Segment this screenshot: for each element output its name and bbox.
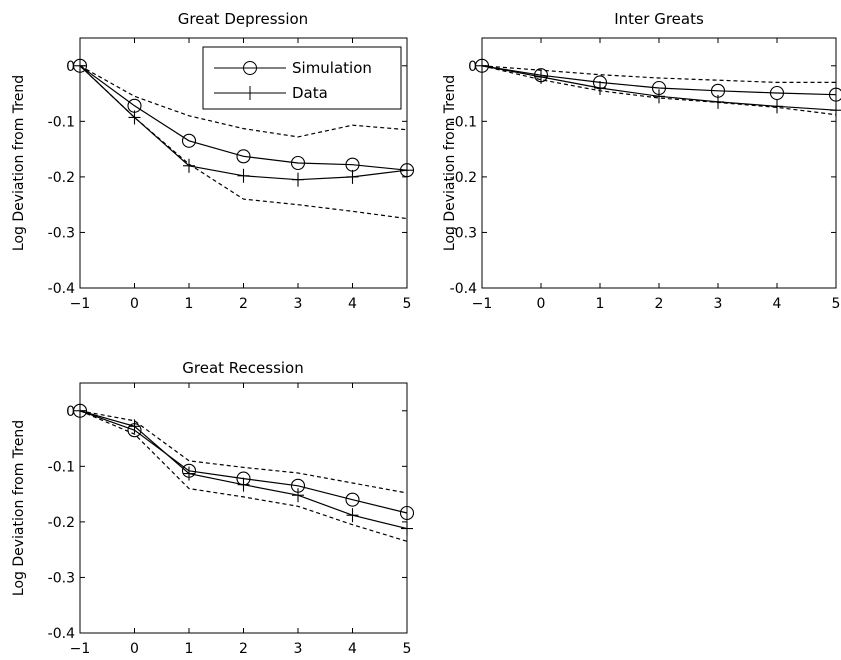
x-tick-label: 3 <box>294 641 303 657</box>
axes-frame <box>79 382 408 634</box>
point-simulation <box>828 87 841 102</box>
ticks: −1 0 1 2 3 4 5 0 -0.1 -0.2 -0.3 -0.4 <box>450 38 841 312</box>
legend-marker-simulation <box>243 61 257 75</box>
y-tick-label: 0 <box>468 59 477 75</box>
point-data <box>292 488 304 503</box>
point-data <box>183 466 195 481</box>
point-data <box>830 103 841 118</box>
point-data <box>653 89 665 104</box>
y-tick-label: -0.1 <box>48 459 75 475</box>
x-tick-label: 1 <box>185 296 194 312</box>
x-tick-label: 0 <box>130 296 139 312</box>
point-data <box>346 169 359 184</box>
x-tick-label: 2 <box>655 296 664 312</box>
series-layer <box>474 58 841 118</box>
point-data <box>401 521 413 536</box>
legend-box <box>202 46 402 110</box>
y-axis-label: Log Deviation from Trend <box>442 75 458 251</box>
point-data <box>128 110 141 125</box>
y-axis-label: Log Deviation from Trend <box>11 420 27 596</box>
x-tick-label: 2 <box>239 641 248 657</box>
y-tick-label: -0.4 <box>450 281 477 297</box>
x-tick-label: 1 <box>185 641 194 657</box>
legend-label-data: Data <box>292 84 328 102</box>
y-tick-label: -0.4 <box>48 626 75 642</box>
x-tick-label: 4 <box>348 296 357 312</box>
x-tick-label: 4 <box>773 296 782 312</box>
point-data <box>237 477 250 492</box>
series-line-band-2 <box>481 65 836 84</box>
point-data <box>128 419 141 434</box>
point-data <box>535 69 547 84</box>
chart-title: Great Depression <box>178 10 308 28</box>
chart-great-recession: Great Recession Log Deviation from Trend… <box>11 359 415 657</box>
x-tick-label: −1 <box>70 296 91 312</box>
point-data <box>292 172 304 187</box>
point-data <box>74 58 86 73</box>
x-tick-label: 3 <box>294 296 303 312</box>
chart-title: Great Recession <box>182 359 303 377</box>
y-tick-label: 0 <box>66 59 75 75</box>
point-simulation <box>236 149 251 164</box>
chart-inter-greats: Inter Greats Log Deviation from Trend −1… <box>442 10 841 312</box>
x-tick-label: −1 <box>472 296 493 312</box>
point-simulation <box>290 155 306 171</box>
x-tick-label: 4 <box>348 641 357 657</box>
y-tick-label: -0.3 <box>48 570 75 586</box>
series-layer <box>72 58 415 220</box>
y-tick-label: -0.4 <box>48 281 75 297</box>
series-line-simulation <box>79 65 408 171</box>
x-tick-label: 1 <box>596 296 605 312</box>
point-simulation <box>345 492 360 507</box>
x-tick-label: 0 <box>537 296 546 312</box>
point-data <box>74 403 86 418</box>
series-line-band-3 <box>79 65 408 220</box>
series-line-band-2 <box>79 410 408 494</box>
point-data <box>346 508 359 523</box>
y-tick-label: -0.1 <box>48 114 75 130</box>
point-data <box>401 163 413 178</box>
legend: Simulation Data <box>202 46 402 110</box>
x-tick-label: 3 <box>714 296 723 312</box>
y-tick-label: -0.1 <box>450 114 477 130</box>
legend-label-simulation: Simulation <box>292 59 372 77</box>
y-tick-label: 0 <box>66 404 75 420</box>
series-layer <box>72 403 415 542</box>
x-tick-label: 2 <box>239 296 248 312</box>
chart-title: Inter Greats <box>614 10 704 28</box>
y-tick-label: -0.2 <box>48 170 75 186</box>
point-simulation <box>181 133 197 148</box>
point-data <box>183 158 195 173</box>
x-tick-label: 5 <box>832 296 841 312</box>
y-tick-label: -0.2 <box>48 515 75 531</box>
x-tick-label: 0 <box>130 641 139 657</box>
x-tick-label: 5 <box>403 296 412 312</box>
series-line-band-2 <box>79 65 408 138</box>
point-data <box>237 168 250 183</box>
point-data <box>594 81 606 95</box>
series-line-band-3 <box>79 410 408 542</box>
y-tick-label: -0.3 <box>450 225 477 241</box>
ticks: −1 0 1 2 3 4 5 0 -0.1 -0.2 -0.3 -0.4 <box>48 383 412 657</box>
point-simulation <box>399 505 415 521</box>
x-tick-label: 5 <box>403 641 412 657</box>
chart-great-depression: Great Depression Log Deviation from Tren… <box>11 10 415 312</box>
x-tick-label: −1 <box>70 641 91 657</box>
y-tick-label: -0.2 <box>450 170 477 186</box>
y-axis-label: Log Deviation from Trend <box>11 75 27 251</box>
y-tick-label: -0.3 <box>48 225 75 241</box>
point-data <box>771 99 783 114</box>
